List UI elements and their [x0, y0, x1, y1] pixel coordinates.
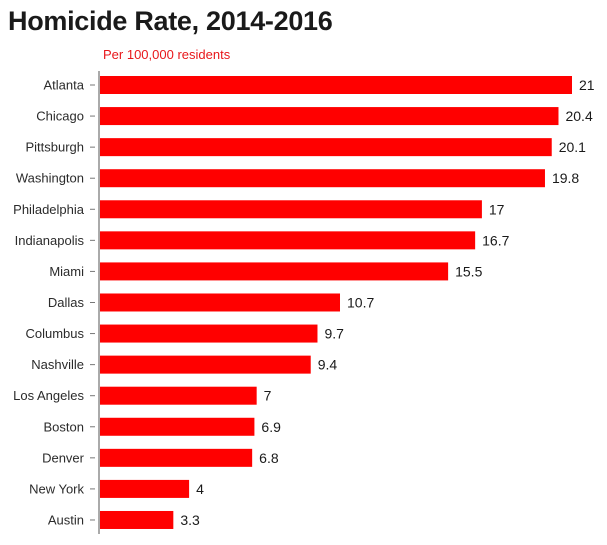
bar: [100, 293, 341, 312]
category-label: Los Angeles: [13, 388, 84, 403]
category-label: Chicago: [36, 109, 84, 124]
category-label: Indianapolis: [15, 233, 85, 248]
category-label: Washington: [16, 171, 84, 186]
bars-layer: Atlanta 21 Chicago 20.4 Pittsburgh 20.1 Washin…: [13, 76, 595, 529]
bar-group-austin: Austin 3.3: [48, 510, 200, 529]
value-label: 15.5: [455, 263, 482, 279]
bar-group-indianapolis: Indianapolis 16.7: [15, 231, 510, 250]
value-label: 9.4: [318, 357, 338, 373]
value-label: 4: [196, 481, 204, 497]
bar-group-columbus: Columbus 9.7: [25, 324, 344, 343]
category-label: Philadelphia: [13, 202, 85, 217]
bar: [100, 169, 545, 188]
value-label: 6.9: [261, 419, 281, 435]
bar: [100, 417, 255, 436]
category-label: Columbus: [25, 326, 84, 341]
category-label: Boston: [44, 419, 84, 434]
bar-group-philadelphia: Philadelphia 17: [13, 200, 505, 219]
bar: [100, 386, 257, 405]
value-label: 3.3: [180, 512, 200, 528]
bar: [100, 479, 190, 498]
bar-group-pittsburgh: Pittsburgh 20.1: [25, 138, 586, 157]
bar: [100, 107, 559, 126]
category-label: New York: [29, 481, 84, 496]
bar: [100, 324, 318, 343]
value-label: 19.8: [552, 170, 579, 186]
value-label: 17: [489, 201, 505, 217]
bar: [100, 510, 174, 529]
value-label: 9.7: [324, 326, 344, 342]
category-label: Atlanta: [44, 78, 85, 93]
category-label: Pittsburgh: [25, 140, 84, 155]
category-label: Miami: [49, 264, 84, 279]
category-label: Denver: [42, 450, 85, 465]
bar-group-miami: Miami 15.5: [49, 262, 483, 281]
category-label: Nashville: [31, 357, 84, 372]
value-label: 7: [264, 388, 272, 404]
bar: [100, 355, 311, 374]
bar-group-washington: Washington 19.8: [16, 169, 579, 188]
bar: [100, 448, 253, 467]
bar-group-los-angeles: Los Angeles 7: [13, 386, 272, 405]
value-label: 6.8: [259, 450, 279, 466]
bar-group-nashville: Nashville 9.4: [31, 355, 338, 374]
bar: [100, 200, 482, 219]
value-label: 20.4: [565, 108, 592, 124]
bar: [100, 138, 552, 157]
value-label: 20.1: [559, 139, 586, 155]
category-label: Dallas: [48, 295, 85, 310]
bar-group-atlanta: Atlanta 21: [44, 76, 595, 94]
bar: [100, 76, 572, 94]
bar-group-dallas: Dallas 10.7: [48, 293, 374, 312]
chart-title: Homicide Rate, 2014-2016: [8, 6, 333, 36]
bar-group-denver: Denver 6.8: [42, 448, 279, 467]
bar-group-new-york: New York 4: [29, 479, 204, 498]
category-label: Austin: [48, 512, 84, 527]
bar: [100, 231, 476, 250]
bar-group-chicago: Chicago 20.4: [36, 107, 593, 126]
value-label: 16.7: [482, 232, 509, 248]
bar: [100, 262, 449, 281]
bar-group-boston: Boston 6.9: [44, 417, 281, 436]
chart-subtitle: Per 100,000 residents: [103, 47, 231, 62]
value-label: 10.7: [347, 294, 374, 310]
value-label: 21: [579, 77, 595, 93]
